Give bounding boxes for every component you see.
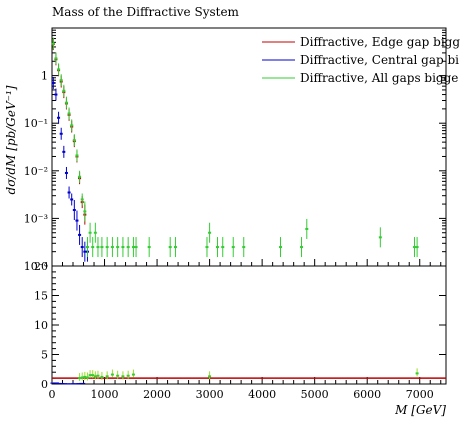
- y-tick-label: 10⁻⁴: [24, 260, 49, 273]
- y-tick-label: 1: [41, 70, 48, 83]
- x-tick-label: 7000: [406, 388, 434, 401]
- x-tick-label: 6000: [353, 388, 381, 401]
- x-ticks: 0 1000 2000 3000 4000 5000 6000 7000: [49, 259, 442, 401]
- x-tick-label: 4000: [248, 388, 276, 401]
- x-axis-label: M [GeV]: [394, 403, 446, 417]
- ratio-tick-label: 0: [41, 378, 48, 391]
- series-layer: [51, 37, 419, 262]
- legend-label-edge: Diffractive, Edge gap bigg: [300, 35, 460, 49]
- ratio-y-ticks: 0 5 10 15 20: [34, 260, 446, 391]
- x-tick-label: 0: [49, 388, 56, 401]
- y-tick-label: 10⁻³: [24, 212, 48, 225]
- y-axis-label-text: dσ/dM [pb/GeV⁻¹]: [4, 85, 18, 194]
- ratio-layer: [50, 368, 419, 385]
- x-tick-label: 2000: [143, 388, 171, 401]
- y-axis-label: dσ/dM [pb/GeV⁻¹]: [4, 85, 18, 194]
- ratio-plot-frame: [51, 265, 447, 385]
- ratio-tick-label: 10: [34, 319, 48, 332]
- ratio-tick-label: 15: [34, 290, 48, 303]
- x-tick-label: 1000: [91, 388, 119, 401]
- chart-title: Mass of the Diffractive System: [52, 5, 240, 19]
- y-tick-label: 10⁻¹: [24, 117, 48, 130]
- ratio-tick-label: 5: [41, 349, 48, 362]
- x-tick-label: 3000: [196, 388, 224, 401]
- y-tick-label: 10⁻²: [24, 165, 48, 178]
- legend: Diffractive, Edge gap bigg Diffractive, …: [262, 35, 460, 85]
- legend-label-central: Diffractive, Central gap bi: [300, 53, 459, 67]
- legend-label-all: Diffractive, All gaps bigge: [300, 71, 458, 85]
- x-tick-label: 5000: [301, 388, 329, 401]
- ratio-tick-label: 20: [34, 260, 48, 273]
